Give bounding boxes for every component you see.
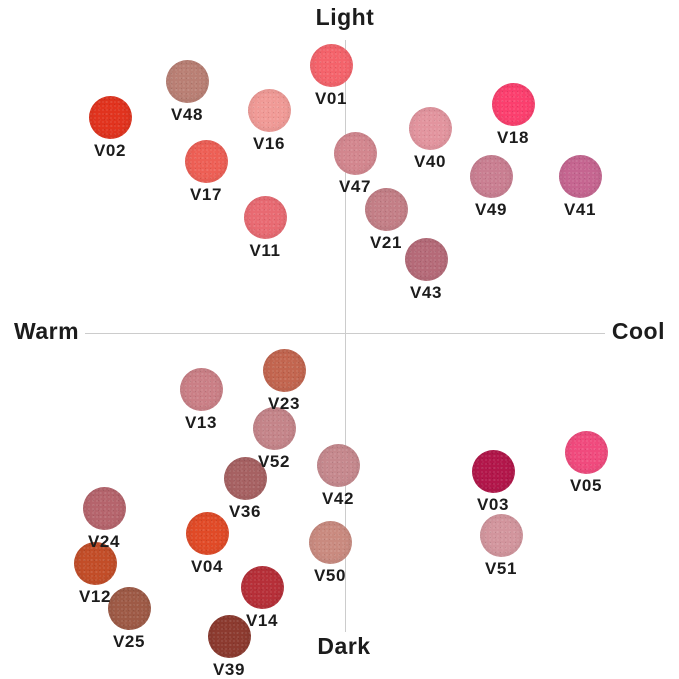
shade-swatch-v23: [262, 348, 306, 392]
shade-label-v12: V12: [78, 586, 112, 606]
shade-swatch-v48: [165, 59, 209, 103]
shade-label-v17: V17: [189, 184, 223, 204]
shade-swatch-v24: [82, 486, 126, 530]
shade-swatch-v05: [564, 430, 608, 474]
shade-label-v11: V11: [249, 240, 281, 260]
shade-swatch-v04: [185, 511, 229, 555]
axis-label-light: Light: [315, 4, 375, 30]
shade-label-v21: V21: [369, 232, 403, 252]
shade-swatch-v01: [309, 43, 353, 87]
shade-label-v23: V23: [267, 393, 301, 413]
shade-label-v47: V47: [338, 176, 372, 196]
shade-label-v51: V51: [484, 558, 518, 578]
shade-swatch-v52: [252, 406, 296, 450]
shade-swatch-v02: [88, 95, 132, 139]
shade-swatch-v03: [471, 449, 515, 493]
shade-swatch-v11: [243, 195, 287, 239]
shade-label-v41: V41: [563, 199, 597, 219]
shade-label-v16: V16: [252, 133, 286, 153]
shade-label-v42: V42: [321, 488, 355, 508]
shade-swatch-v47: [333, 131, 377, 175]
shade-label-v18: V18: [496, 127, 530, 147]
shade-label-v43: V43: [409, 282, 443, 302]
shade-swatch-v21: [364, 187, 408, 231]
shade-swatch-v16: [247, 88, 291, 132]
shade-swatch-v49: [469, 154, 513, 198]
shade-swatch-v36: [223, 456, 267, 500]
shade-label-v49: V49: [474, 199, 508, 219]
shade-swatch-v25: [107, 586, 151, 630]
shade-label-v05: V05: [569, 475, 603, 495]
shade-swatch-v18: [491, 82, 535, 126]
shade-label-v02: V02: [93, 140, 127, 160]
shade-swatch-v42: [316, 443, 360, 487]
shade-label-v14: V14: [245, 610, 279, 630]
shade-swatch-v13: [179, 367, 223, 411]
shade-swatch-v39: [207, 614, 251, 658]
shade-label-v40: V40: [413, 151, 447, 171]
shade-label-v50: V50: [313, 565, 347, 585]
shade-swatch-v51: [479, 513, 523, 557]
vertical-axis-line: [345, 40, 346, 632]
axis-label-cool: Cool: [611, 318, 665, 344]
shade-label-v25: V25: [112, 631, 146, 651]
shade-swatch-v43: [404, 237, 448, 281]
axis-label-dark: Dark: [317, 633, 371, 659]
axis-label-warm: Warm: [14, 318, 80, 344]
shade-label-v39: V39: [212, 659, 246, 679]
shade-label-v03: V03: [476, 494, 510, 514]
shade-label-v24: V24: [87, 531, 121, 551]
shade-swatch-v40: [408, 106, 452, 150]
shade-label-v36: V36: [228, 501, 262, 521]
shade-label-v52: V52: [257, 451, 291, 471]
shade-label-v01: V01: [314, 88, 348, 108]
shade-label-v48: V48: [170, 104, 204, 124]
shade-swatch-v41: [558, 154, 602, 198]
shade-swatch-v17: [184, 139, 228, 183]
shade-label-v04: V04: [190, 556, 224, 576]
shade-swatch-v12: [73, 541, 117, 585]
shade-swatch-v14: [240, 565, 284, 609]
shade-label-v13: V13: [184, 412, 218, 432]
horizontal-axis-line: [85, 333, 605, 334]
shade-swatch-v50: [308, 520, 352, 564]
